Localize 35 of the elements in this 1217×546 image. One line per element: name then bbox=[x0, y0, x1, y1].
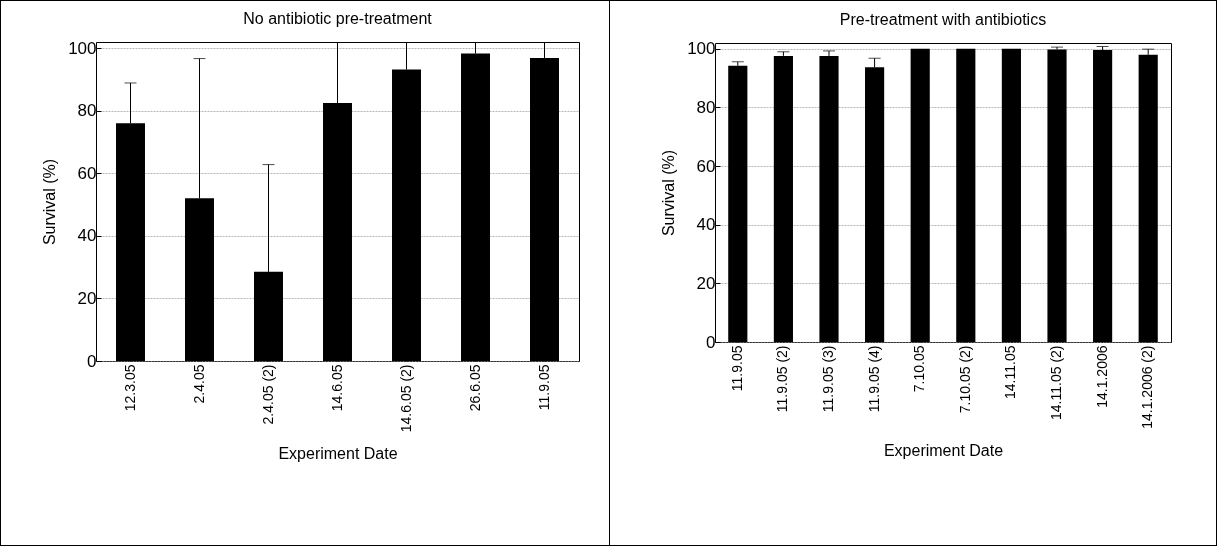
x-tick-label: 12.3.05 bbox=[121, 364, 138, 412]
y-tick-label: 60 bbox=[696, 156, 715, 176]
x-tick-label: 11.9.05 (2) bbox=[773, 345, 790, 413]
y-tick-label: 0 bbox=[87, 351, 97, 371]
x-tick-label: 7.10.05 bbox=[910, 345, 927, 393]
y-tick-label: 60 bbox=[77, 163, 97, 183]
y-tick-label: 20 bbox=[77, 288, 97, 308]
x-tick-label: 14.6.05 (2) bbox=[397, 364, 414, 433]
x-tick-label: 11.9.05 (3) bbox=[819, 345, 836, 413]
chart-title: Pre-treatment with antibiotics bbox=[839, 10, 1046, 28]
y-tick-label: 20 bbox=[696, 273, 715, 293]
y-tick-label: 100 bbox=[686, 39, 715, 59]
y-tick-label: 100 bbox=[68, 38, 97, 58]
y-tick-label: 80 bbox=[77, 101, 97, 121]
x-tick-label: 14.6.05 bbox=[328, 364, 345, 412]
x-axis-title: Experiment Date bbox=[278, 445, 398, 463]
x-tick-label: 14.1.2006 bbox=[1093, 345, 1110, 408]
x-tick-label: 26.6.05 bbox=[466, 364, 483, 412]
y-tick-label: 40 bbox=[77, 226, 97, 246]
x-axis-title: Experiment Date bbox=[883, 441, 1003, 459]
x-tick-label: 14.11.05 bbox=[1001, 345, 1018, 399]
chart-title: No antibiotic pre-treatment bbox=[243, 10, 433, 28]
x-tick-label: 14.1.2006 (2) bbox=[1138, 345, 1155, 429]
x-tick-label: 2.4.05 (2) bbox=[259, 364, 276, 425]
y-axis-title: Survival (%) bbox=[41, 158, 59, 246]
x-tick-label: 11.9.05 (4) bbox=[865, 345, 882, 413]
x-tick-label: 11.9.05 bbox=[535, 364, 552, 411]
x-tick-label: 2.4.05 bbox=[190, 364, 207, 404]
x-tick-label: 14.11.05 (2) bbox=[1047, 345, 1064, 420]
x-tick-label: 7.10.05 (2) bbox=[956, 345, 973, 414]
y-axis-title: Survival (%) bbox=[659, 149, 677, 237]
y-tick-label: 0 bbox=[705, 332, 715, 352]
y-tick-label: 80 bbox=[696, 97, 715, 117]
x-tick-label: 11.9.05 bbox=[728, 345, 745, 392]
y-tick-label: 40 bbox=[696, 215, 715, 235]
